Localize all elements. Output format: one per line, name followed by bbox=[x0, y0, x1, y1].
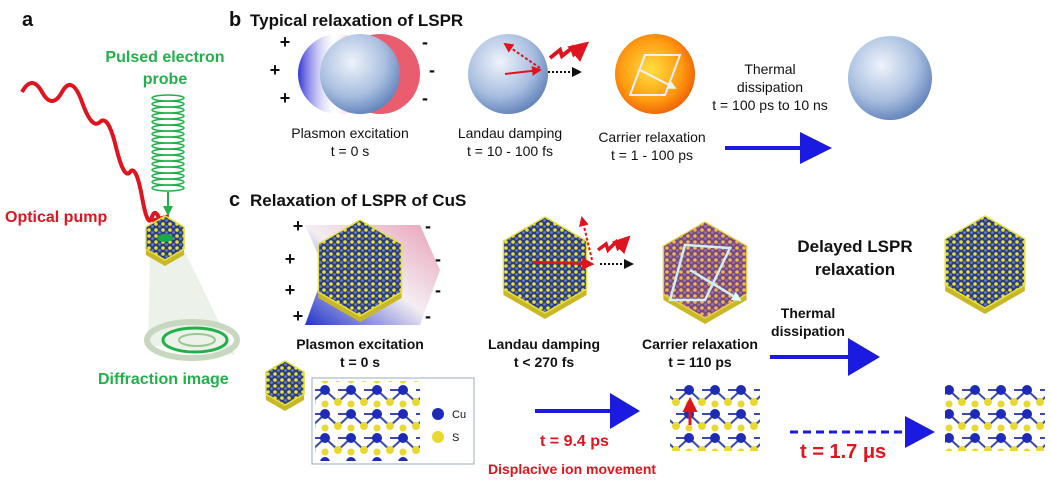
lattice bbox=[670, 385, 760, 451]
charge: + bbox=[280, 32, 291, 52]
charge: - bbox=[435, 249, 441, 269]
arrow bbox=[532, 257, 595, 270]
slow-time: t = 1.7 μs bbox=[800, 441, 886, 463]
delayed-label: relaxation bbox=[815, 260, 895, 279]
hot-sphere bbox=[615, 34, 695, 114]
coil-turn bbox=[151, 148, 185, 156]
electron-coil bbox=[151, 94, 185, 192]
step-time: t = 1 - 100 ps bbox=[611, 147, 693, 163]
coil-turn bbox=[151, 94, 185, 102]
legend-label: Cu bbox=[452, 409, 466, 421]
pump-wave bbox=[20, 81, 170, 236]
big-arrow bbox=[725, 132, 832, 164]
charge: + bbox=[285, 280, 296, 300]
arrow-head bbox=[905, 416, 935, 448]
panel-title: Relaxation of LSPR of CuS bbox=[250, 191, 466, 210]
diffraction-label: Diffraction image bbox=[98, 371, 229, 388]
charge: + bbox=[285, 249, 296, 269]
step-name: Plasmon excitation bbox=[296, 336, 424, 352]
step-name: Landau damping bbox=[458, 125, 562, 141]
coil-turn bbox=[151, 100, 185, 108]
coil-turn bbox=[151, 106, 185, 114]
lattice bbox=[315, 381, 420, 461]
thermal-label: dissipation bbox=[771, 323, 845, 339]
ring bbox=[144, 319, 240, 361]
thermal-time: t = 100 ps to 10 ns bbox=[712, 97, 828, 113]
charge: + bbox=[293, 306, 304, 326]
thermal-label: Thermal bbox=[744, 61, 795, 77]
charge: + bbox=[270, 60, 281, 80]
nanoplate bbox=[265, 360, 305, 406]
probe-label: Pulsed electron bbox=[105, 49, 224, 66]
photon bbox=[548, 41, 590, 62]
delayed-label: Delayed LSPR bbox=[797, 237, 912, 256]
carrier-paths bbox=[668, 243, 740, 300]
coil-turn bbox=[151, 172, 185, 180]
coil-turn bbox=[151, 142, 185, 150]
charge: + bbox=[280, 88, 291, 108]
step-time: t < 270 fs bbox=[514, 354, 575, 370]
charge: - bbox=[429, 60, 435, 80]
step-name: Carrier relaxation bbox=[598, 129, 705, 145]
coil-turn bbox=[151, 160, 185, 168]
arrow bbox=[503, 42, 541, 69]
panel-label: b bbox=[229, 9, 241, 31]
s-atom bbox=[432, 431, 444, 443]
thermal-label: Thermal bbox=[781, 305, 835, 321]
coil-turn bbox=[151, 184, 185, 192]
panel-title: Typical relaxation of LSPR bbox=[250, 11, 463, 30]
ring bbox=[178, 333, 216, 347]
photon bbox=[596, 235, 631, 255]
coil-turn bbox=[151, 178, 185, 186]
arrow bbox=[504, 65, 542, 76]
cu-atom bbox=[432, 408, 444, 420]
coil-turn bbox=[151, 154, 185, 162]
charge: - bbox=[435, 280, 441, 300]
charge: - bbox=[425, 306, 431, 326]
coil-turn bbox=[151, 124, 185, 132]
step-time: t = 10 - 100 fs bbox=[467, 143, 553, 159]
ring bbox=[161, 326, 229, 354]
diffraction-cone bbox=[148, 250, 235, 355]
pump-spot bbox=[157, 234, 173, 242]
nanoplate bbox=[502, 216, 588, 314]
step-time: t = 0 s bbox=[340, 354, 380, 370]
arrow bbox=[578, 216, 593, 261]
charge: - bbox=[425, 216, 431, 236]
charge: - bbox=[422, 32, 428, 52]
charge: - bbox=[422, 88, 428, 108]
carrier-paths bbox=[628, 54, 680, 96]
step-time: t = 0 s bbox=[331, 143, 370, 159]
step-name: Landau damping bbox=[488, 336, 600, 352]
coil-turn bbox=[151, 166, 185, 174]
probe-label: probe bbox=[143, 71, 188, 88]
sphere bbox=[320, 34, 400, 114]
sphere bbox=[848, 36, 932, 120]
panel-label: c bbox=[229, 189, 240, 211]
nanoplate bbox=[317, 219, 403, 317]
coil-turn bbox=[151, 136, 185, 144]
coil-turn bbox=[151, 130, 185, 138]
coil-turn bbox=[151, 118, 185, 126]
big-arrow bbox=[770, 338, 880, 376]
panel-label: a bbox=[22, 9, 34, 31]
pump-label: Optical pump bbox=[5, 209, 107, 226]
nanoplate bbox=[944, 215, 1026, 309]
ion-label: Displacive ion movement bbox=[488, 461, 656, 477]
thermal-label: dissipation bbox=[737, 79, 803, 95]
legend-label: S bbox=[452, 432, 459, 444]
big-arrow bbox=[535, 393, 640, 429]
step-time: t = 110 ps bbox=[668, 354, 732, 370]
lattice bbox=[945, 385, 1045, 451]
step-name: Carrier relaxation bbox=[642, 336, 758, 352]
ion-time: t = 9.4 ps bbox=[540, 433, 609, 450]
coil-turn bbox=[151, 112, 185, 120]
charge: + bbox=[293, 216, 304, 236]
step-name: Plasmon excitation bbox=[291, 125, 409, 141]
